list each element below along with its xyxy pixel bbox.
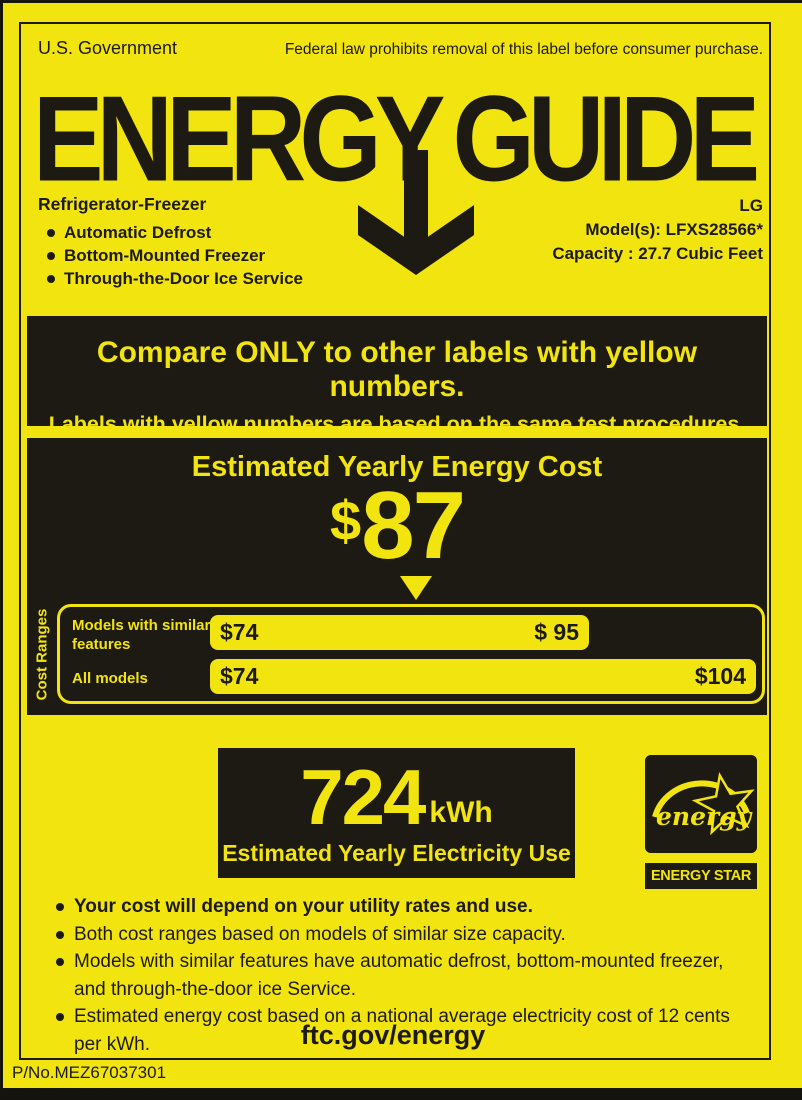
kwh-value-line: 724 kWh xyxy=(218,758,575,836)
yearly-cost-box: Estimated Yearly Energy Cost $87 Cost Ra… xyxy=(27,438,767,715)
kwh-number: 724 xyxy=(300,753,426,841)
part-number: P/No.MEZ67037301 xyxy=(12,1063,167,1082)
energy-guide-label: U.S. Government Federal law prohibits re… xyxy=(19,22,771,1060)
footnote-item: Your cost will depend on your utility ra… xyxy=(50,893,758,921)
energyguide-title: ENERGY GUIDE xyxy=(21,78,765,200)
energy-star-logo: energy ENERGY STAR xyxy=(645,755,757,889)
range-bar-all-models: $74 $104 xyxy=(210,659,756,694)
footnote-item: Estimated energy cost based on a nationa… xyxy=(50,1003,758,1058)
cost-pointer-triangle xyxy=(400,576,432,600)
estimated-cost-value: $87 xyxy=(27,478,767,574)
us-government-text: U.S. Government xyxy=(38,38,178,58)
energy-script-text: energy xyxy=(656,802,753,831)
brand-name: LG xyxy=(739,196,763,215)
footnote-item: Both cost ranges based on models of simi… xyxy=(50,921,758,949)
bottom-black-bar xyxy=(0,1088,802,1100)
electricity-use-caption: Estimated Yearly Electricity Use xyxy=(222,840,571,866)
title-word-guide: GUIDE xyxy=(452,71,760,207)
footnote-list: Your cost will depend on your utility ra… xyxy=(50,893,758,1058)
compare-subline: Labels with yellow numbers are based on … xyxy=(48,412,746,436)
top-edge-line xyxy=(0,0,802,3)
cost-number: 87 xyxy=(361,472,466,579)
model-info: LG Model(s): LFXS28566* Capacity : 27.7 … xyxy=(552,194,763,266)
compare-headline: Compare ONLY to other labels with yellow… xyxy=(96,336,698,403)
down-arrow-icon xyxy=(358,150,474,275)
range-label-all-models: All models xyxy=(72,670,148,687)
product-info: Refrigerator-Freezer Automatic Defrost B… xyxy=(38,194,338,290)
range-low-value: $74 xyxy=(220,663,259,689)
range-low-value: $74 xyxy=(220,619,259,645)
cost-ranges-box: Models with similar features $74 $ 95 Al… xyxy=(57,604,765,704)
currency-symbol: $ xyxy=(330,489,362,552)
footnote-item: Models with similar features have automa… xyxy=(50,948,758,1003)
left-edge-line xyxy=(0,0,3,1100)
product-feature: Through-the-Door Ice Service xyxy=(38,267,338,290)
product-feature: Bottom-Mounted Freezer xyxy=(38,244,338,267)
range-high-value: $ 95 xyxy=(534,619,579,645)
range-label-similar-models: Models with similar features xyxy=(72,617,211,653)
capacity-text: Capacity : 27.7 Cubic Feet xyxy=(552,244,763,263)
cost-heading: Estimated Yearly Energy Cost xyxy=(191,451,603,483)
compare-banner: Compare ONLY to other labels with yellow… xyxy=(27,316,767,436)
cost-ranges-axis-label: Cost Ranges xyxy=(33,608,51,700)
kwh-unit: kWh xyxy=(429,796,493,829)
range-high-value: $104 xyxy=(694,663,746,689)
federal-law-notice: Federal law prohibits removal of this la… xyxy=(284,41,763,58)
energy-star-mark-icon: energy xyxy=(645,755,757,853)
model-number: Model(s): LFXS28566* xyxy=(585,220,763,239)
energy-star-wordmark: ENERGY STAR xyxy=(645,863,757,889)
range-bar-similar-models: $74 $ 95 xyxy=(210,615,589,650)
product-category: Refrigerator-Freezer xyxy=(38,194,207,214)
electricity-use-box: 724 kWh Estimated Yearly Electricity Use xyxy=(218,748,575,878)
title-word-energy: ENERGY xyxy=(32,71,446,207)
product-feature: Automatic Defrost xyxy=(38,221,338,244)
ftc-url: ftc.gov/energy xyxy=(300,1020,486,1050)
